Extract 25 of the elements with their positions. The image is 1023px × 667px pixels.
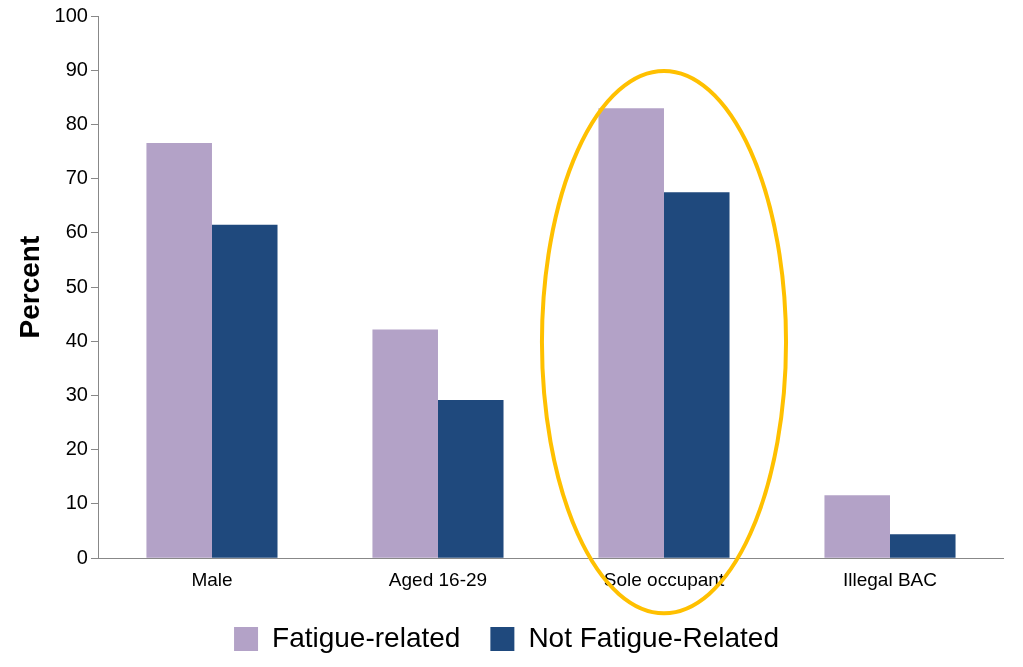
y-tick-label: 90 (65, 57, 88, 80)
bar (890, 534, 956, 558)
y-tick-label: 40 (65, 328, 88, 351)
y-tick-label: 100 (54, 3, 88, 26)
x-tick-label: Illegal BAC (843, 568, 937, 590)
bar (146, 142, 212, 558)
bar (437, 399, 504, 558)
legend-label: Not Fatigue-Related (528, 621, 779, 653)
y-tick-label: 0 (76, 545, 88, 568)
y-tick-label: 70 (65, 166, 88, 189)
y-tick-label: 20 (65, 437, 88, 460)
y-tick-label: 60 (65, 220, 88, 243)
y-tick-label: 50 (65, 274, 88, 297)
bar (663, 192, 730, 558)
bar (824, 495, 890, 558)
y-tick-label: 10 (65, 491, 88, 514)
bar (598, 108, 664, 558)
y-tick-label: 80 (65, 111, 88, 134)
y-tick-label: 30 (65, 383, 88, 406)
legend-label: Fatigue-related (272, 621, 461, 653)
x-tick-label: Male (191, 568, 233, 590)
bar (372, 329, 438, 558)
bar (211, 224, 278, 558)
y-axis-title: Percent (13, 235, 45, 339)
x-tick-label: Aged 16-29 (388, 568, 488, 590)
